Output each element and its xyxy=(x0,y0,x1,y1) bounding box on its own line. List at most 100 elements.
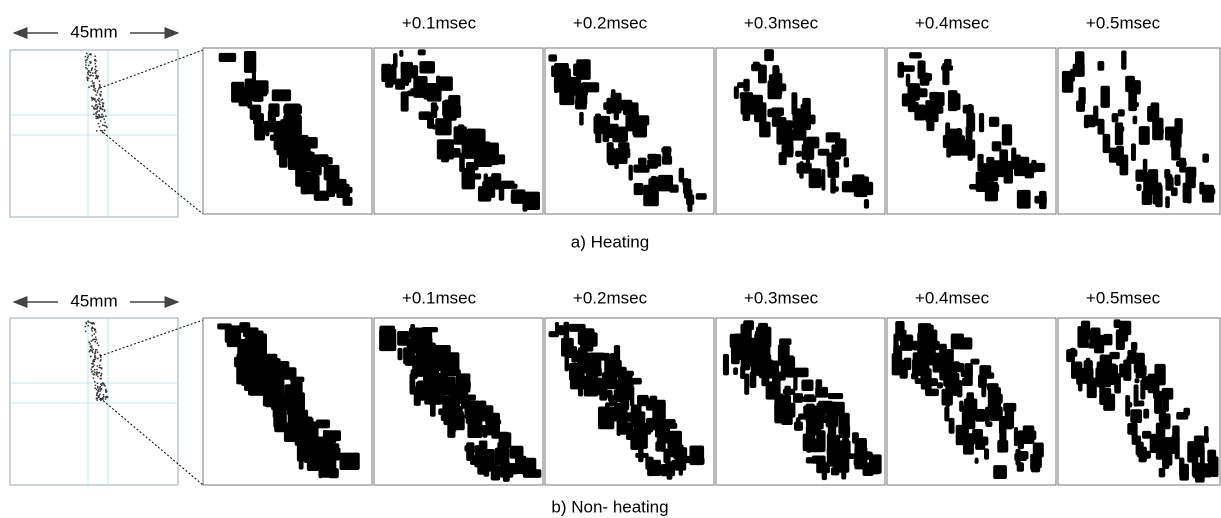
spray-blob xyxy=(742,98,750,120)
spray-dot xyxy=(98,114,100,116)
spray-dot xyxy=(95,55,97,57)
spray-blob xyxy=(437,139,454,159)
spray-blob xyxy=(651,176,657,182)
spray-blob xyxy=(1195,464,1205,483)
spray-dot xyxy=(98,110,100,112)
spray-blob xyxy=(734,86,739,99)
spray-blob xyxy=(731,343,744,354)
spray-dot xyxy=(92,362,94,364)
spray-blob xyxy=(929,92,938,100)
spray-dot xyxy=(85,67,87,69)
spray-blob xyxy=(1014,165,1026,176)
spray-blob xyxy=(234,357,245,368)
spray-blob xyxy=(964,363,973,379)
time-label: +0.5msec xyxy=(1086,13,1161,32)
spray-dot xyxy=(94,372,96,374)
spray-dot xyxy=(93,89,95,91)
spray-blob xyxy=(662,156,672,165)
spray-dot xyxy=(90,62,92,64)
spray-dot xyxy=(88,71,90,73)
spray-dot xyxy=(95,352,97,354)
spray-blob xyxy=(781,144,793,154)
spray-blob xyxy=(1156,450,1161,459)
spray-dot xyxy=(95,63,97,65)
spray-dot xyxy=(102,382,104,384)
spray-blob xyxy=(225,327,230,343)
spray-blob xyxy=(342,197,352,206)
spray-blob xyxy=(242,347,252,353)
spray-dot xyxy=(87,325,89,327)
caption: b) Non- heating xyxy=(551,497,668,516)
spray-dot xyxy=(98,98,100,100)
spray-blob xyxy=(1076,366,1081,385)
spray-blob xyxy=(466,381,470,389)
spray-dot xyxy=(96,75,98,77)
spray-blob xyxy=(830,455,842,462)
spray-blob xyxy=(781,83,786,91)
spray-dot xyxy=(99,117,101,119)
spray-blob xyxy=(1145,175,1155,186)
spray-blob xyxy=(230,327,248,333)
spray-blob xyxy=(737,82,749,88)
spray-blob xyxy=(610,408,624,421)
spray-dot xyxy=(106,127,108,129)
spray-blob xyxy=(989,117,999,127)
spray-blob xyxy=(816,430,825,452)
spray-blob xyxy=(575,99,587,109)
spray-blob xyxy=(1062,71,1073,93)
spray-blob xyxy=(1117,126,1124,132)
spray-dot xyxy=(98,76,100,78)
spray-blob xyxy=(464,445,471,452)
spray-blob xyxy=(461,168,475,190)
spray-dot xyxy=(100,378,102,380)
spray-dot xyxy=(97,90,99,92)
spray-blob xyxy=(1127,423,1137,435)
spray-blob xyxy=(413,76,427,98)
spray-dot xyxy=(90,356,92,358)
spray-blob xyxy=(485,419,501,424)
spray-dot xyxy=(96,374,98,376)
spray-blob xyxy=(247,91,252,108)
spray-dot xyxy=(94,341,96,343)
spray-blob xyxy=(1175,437,1180,459)
spray-blob xyxy=(419,61,435,73)
spray-blob xyxy=(558,325,564,335)
spray-blob xyxy=(511,465,518,474)
spray-blob xyxy=(1165,196,1170,208)
spray-dot xyxy=(90,54,92,56)
spray-blob xyxy=(1130,102,1139,107)
spray-blob xyxy=(682,178,688,186)
spray-dot xyxy=(93,87,95,89)
spray-frame xyxy=(545,48,714,214)
spray-dot xyxy=(87,78,89,80)
spray-blob xyxy=(311,421,328,428)
spray-blob xyxy=(614,149,619,169)
spray-frame xyxy=(887,48,1056,214)
spray-blob xyxy=(816,379,823,394)
spray-dot xyxy=(86,77,88,79)
spray-dot xyxy=(97,387,99,389)
spray-dot xyxy=(97,111,99,113)
spray-blob xyxy=(830,161,839,172)
spray-blob xyxy=(381,64,391,82)
spray-blob xyxy=(511,193,520,202)
spray-blob xyxy=(781,406,793,425)
spray-blob xyxy=(1139,126,1150,145)
spray-dot xyxy=(90,72,92,74)
spray-blob xyxy=(696,193,707,200)
spray-blob xyxy=(908,93,916,112)
spray-blob xyxy=(1100,381,1112,387)
spray-blob xyxy=(290,377,305,382)
time-label: +0.3msec xyxy=(744,288,819,307)
spray-blob xyxy=(844,157,849,167)
spray-dot xyxy=(87,57,89,59)
spray-frame xyxy=(374,318,543,485)
spray-dot xyxy=(97,358,99,360)
spray-blob xyxy=(1101,354,1106,368)
spray-dot xyxy=(94,108,96,110)
spray-blob xyxy=(391,64,396,85)
spray-blob xyxy=(565,350,569,371)
spray-blob xyxy=(668,431,682,453)
spray-dot xyxy=(96,349,98,351)
spray-blob xyxy=(474,148,489,165)
